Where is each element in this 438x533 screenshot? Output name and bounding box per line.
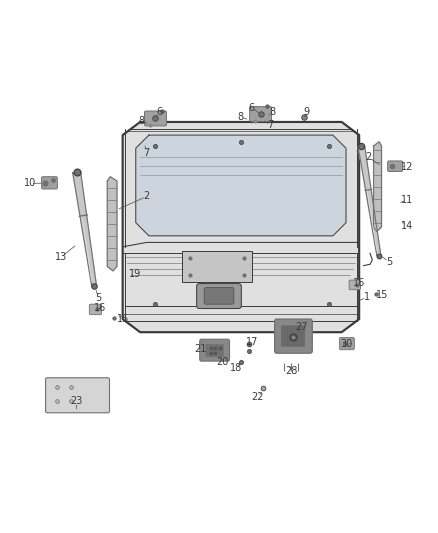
Text: 8: 8	[237, 112, 243, 122]
Text: 9: 9	[304, 107, 310, 117]
Text: 5: 5	[386, 257, 392, 267]
Text: 28: 28	[285, 366, 297, 376]
FancyBboxPatch shape	[275, 319, 312, 353]
FancyBboxPatch shape	[42, 177, 57, 189]
Text: 22: 22	[251, 392, 264, 402]
FancyBboxPatch shape	[388, 161, 403, 172]
Text: 2: 2	[365, 152, 371, 162]
Text: 13: 13	[55, 252, 67, 262]
Text: 20: 20	[216, 357, 229, 367]
FancyBboxPatch shape	[250, 107, 272, 122]
Polygon shape	[136, 135, 346, 236]
Text: 14: 14	[401, 221, 413, 231]
Bar	[182, 251, 252, 282]
FancyBboxPatch shape	[206, 344, 223, 357]
Text: 8: 8	[269, 107, 276, 117]
Text: 2: 2	[144, 191, 150, 201]
Polygon shape	[374, 142, 381, 231]
Polygon shape	[73, 172, 96, 287]
FancyBboxPatch shape	[281, 326, 305, 346]
Text: 17: 17	[246, 337, 258, 347]
Text: 15: 15	[376, 290, 388, 300]
Text: 15: 15	[117, 314, 130, 324]
Text: 16: 16	[353, 278, 365, 288]
FancyBboxPatch shape	[46, 378, 110, 413]
Text: 5: 5	[95, 293, 102, 303]
FancyBboxPatch shape	[197, 284, 241, 309]
FancyBboxPatch shape	[200, 339, 230, 361]
Text: 19: 19	[129, 269, 141, 279]
Polygon shape	[107, 177, 117, 271]
Text: 12: 12	[401, 161, 413, 172]
FancyBboxPatch shape	[349, 280, 360, 290]
Text: 8: 8	[138, 116, 144, 126]
Text: 7: 7	[144, 148, 150, 158]
Text: 30: 30	[340, 340, 352, 350]
Text: 1: 1	[364, 292, 370, 302]
Text: 16: 16	[94, 303, 106, 313]
Text: 6: 6	[249, 103, 255, 113]
Text: 27: 27	[295, 322, 307, 332]
Text: 6: 6	[156, 107, 162, 117]
Text: 18: 18	[230, 363, 242, 373]
FancyBboxPatch shape	[204, 287, 234, 304]
Polygon shape	[123, 122, 359, 332]
Text: 7: 7	[268, 120, 274, 131]
Text: 10: 10	[24, 178, 36, 188]
Text: 21: 21	[194, 344, 207, 354]
Text: 11: 11	[401, 195, 413, 205]
FancyBboxPatch shape	[145, 111, 166, 126]
FancyBboxPatch shape	[339, 337, 354, 350]
Text: 23: 23	[71, 397, 83, 406]
Polygon shape	[358, 146, 381, 256]
FancyBboxPatch shape	[89, 304, 102, 314]
